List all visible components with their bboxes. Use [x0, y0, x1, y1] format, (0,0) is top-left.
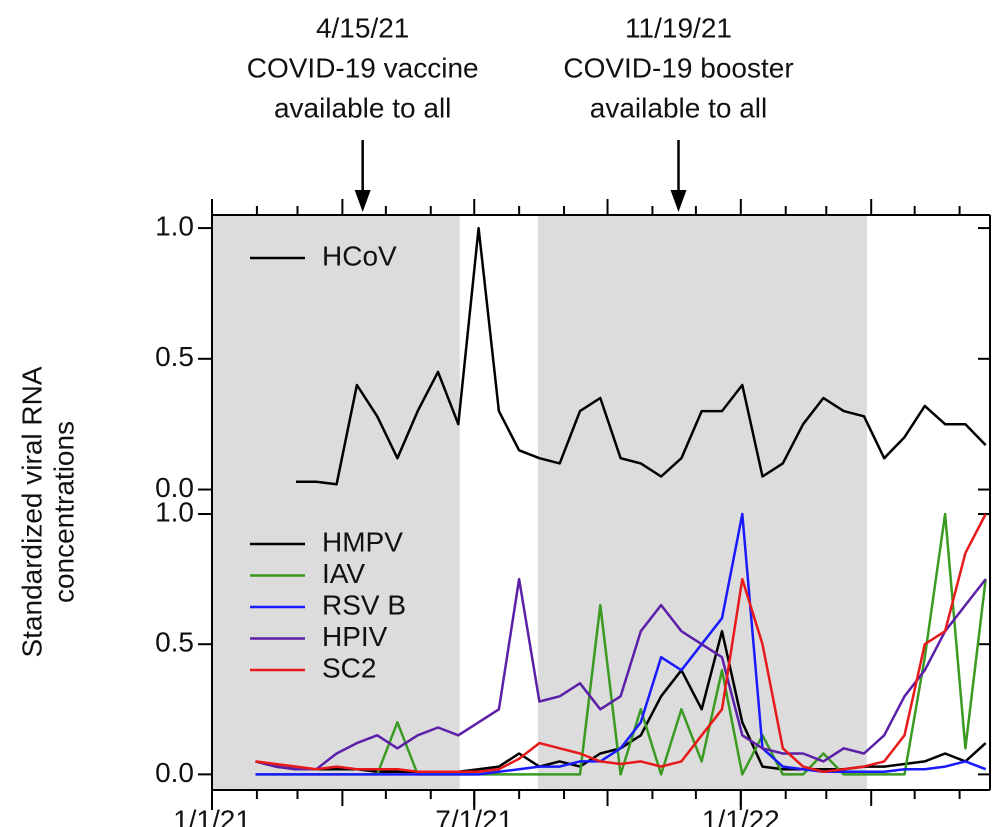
y-tick-label: 0.5: [155, 627, 194, 658]
y-tick-label: 0.0: [155, 757, 194, 788]
legend-label: HPIV: [322, 621, 388, 652]
legend-label: HMPV: [322, 526, 403, 557]
series-line: [255, 577, 987, 771]
y-label-line: Standardized viral RNA: [16, 366, 47, 657]
x-tick-label: 7/1/21: [435, 804, 513, 827]
x-tick-label: 1/1/22: [702, 804, 780, 827]
annotation-text: available to all: [274, 92, 451, 123]
y-tick-label: 1.0: [155, 496, 194, 527]
annotation-arrowhead: [670, 190, 687, 212]
legend-label: HCoV: [322, 240, 397, 271]
y-label-line: concentrations: [48, 421, 79, 603]
annotation-text: available to all: [590, 92, 767, 123]
annotation-arrowhead: [354, 190, 371, 212]
x-tick-label: 1/1/21: [173, 804, 251, 827]
y-tick-label: 0.5: [155, 341, 194, 372]
annotation-text: COVID-19 vaccine: [247, 52, 479, 83]
annotation-text: 4/15/21: [316, 12, 409, 43]
annotation-text: 11/19/21: [625, 12, 732, 43]
y-label: Standardized viral RNA concentrations: [16, 366, 79, 657]
legend-label: RSV B: [322, 589, 406, 620]
legend-label: IAV: [322, 558, 365, 589]
annotation-text: COVID-19 booster: [563, 52, 793, 83]
shaded-period: [537, 215, 867, 790]
shaded-period: [212, 215, 460, 790]
series-line: [296, 226, 987, 486]
series-line: [255, 512, 987, 776]
legend-label: SC2: [322, 652, 376, 683]
series-line: [255, 513, 987, 774]
y-tick-label: 0.0: [155, 472, 194, 503]
y-tick-label: 1.0: [155, 210, 194, 241]
